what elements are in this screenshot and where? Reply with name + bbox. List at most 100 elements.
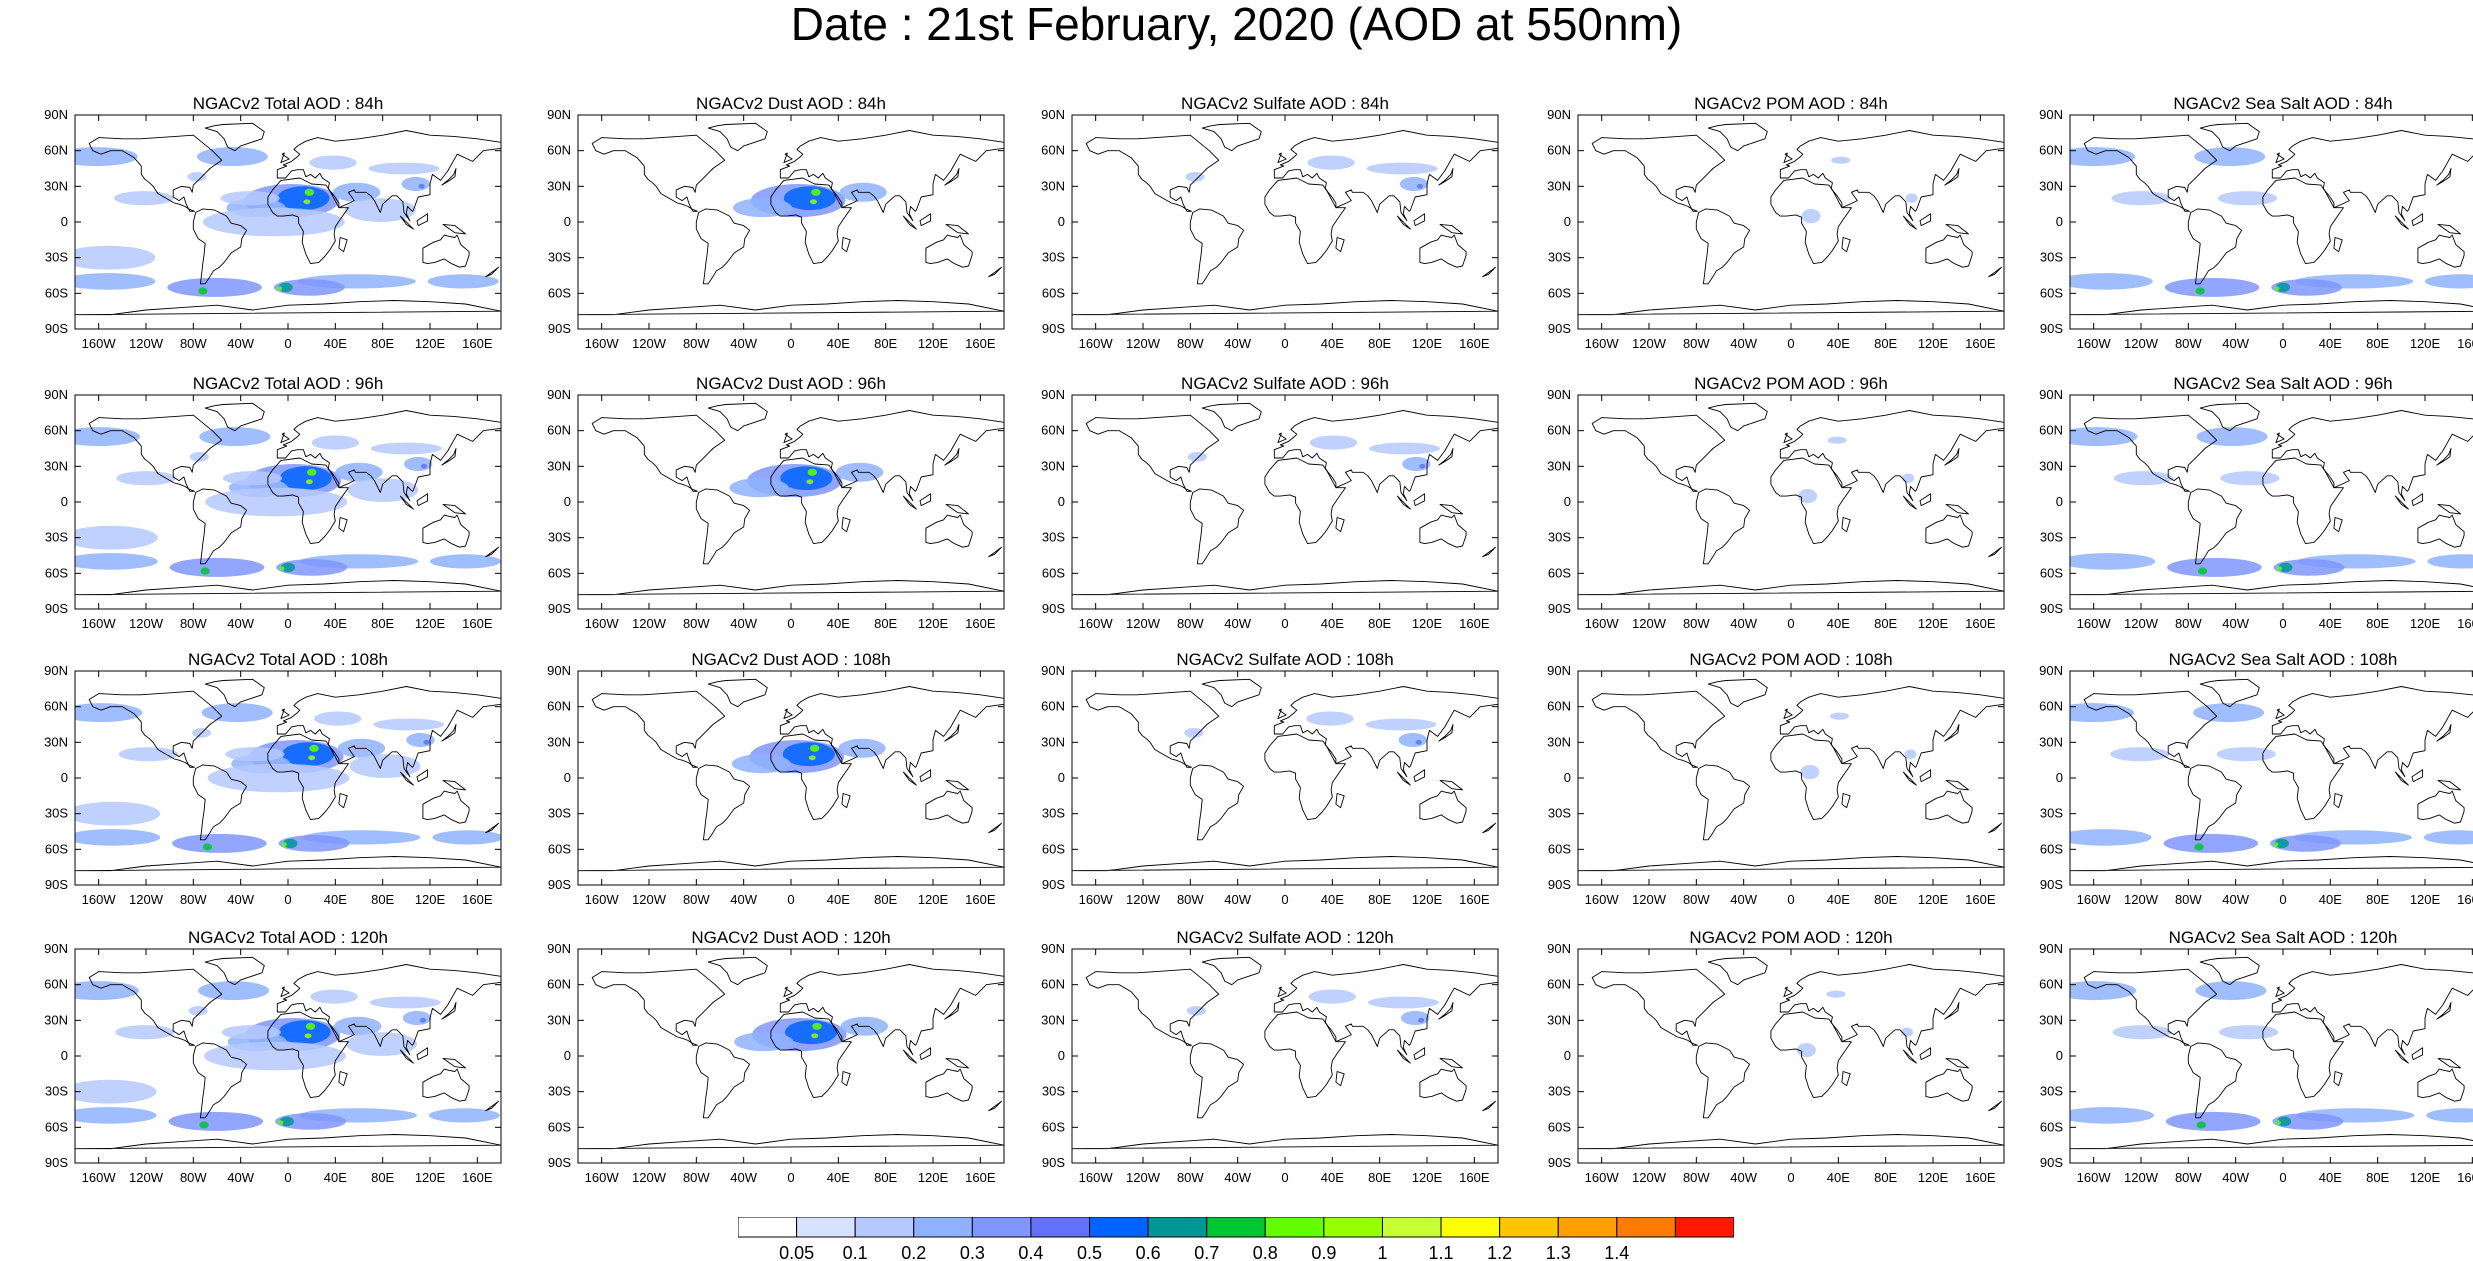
panel-pom-108h: NGACv2 POM AOD : 108h 90N 60N 30N 0 30S 60S 90S… <box>1538 649 2044 917</box>
lon-tick-label: 80E <box>1874 1170 1897 1185</box>
coastline <box>1438 724 1454 742</box>
lat-tick-label: 60N <box>2039 423 2063 438</box>
lon-tick-label: 40E <box>324 892 347 907</box>
lat-tick-label: 30N <box>44 178 68 193</box>
lon-tick-label: 120W <box>632 892 667 907</box>
colorbar-swatch <box>971 1217 1032 1238</box>
coastline <box>75 1134 501 1150</box>
coastline <box>770 177 852 265</box>
coastline <box>1988 546 2003 558</box>
aod-field <box>1578 122 2004 316</box>
lon-tick-label: 120E <box>1918 336 1949 351</box>
lat-tick-label: 90S <box>1042 877 1065 892</box>
coastline <box>695 1042 751 1119</box>
aod-plume <box>1366 162 1438 175</box>
coastline <box>2187 764 2243 841</box>
lon-tick-label: 80E <box>1874 336 1897 351</box>
coastline <box>1578 856 2004 872</box>
aod-plume <box>196 147 268 167</box>
panel-sulfate-120h: NGACv2 Sulfate AOD : 120h 90N 60N 30N 0 30S 60… <box>1032 927 1538 1195</box>
lat-tick-label: 30N <box>44 458 68 473</box>
panel-title: NGACv2 Total AOD : 84h <box>192 94 384 113</box>
aod-plume <box>75 1079 157 1104</box>
lat-tick-label: 30N <box>2039 734 2063 749</box>
panel-sulfate-96h: NGACv2 Sulfate AOD : 96h 90N 60N 30N 0 30S 60S… <box>1032 373 1538 641</box>
map-background <box>2070 115 2473 329</box>
coastline <box>591 134 726 212</box>
coastline <box>1578 580 2004 596</box>
coastline <box>1201 678 1262 708</box>
panel-dust-108h: NGACv2 Dust AOD : 108h 90N 60N 30N 0 30S 60S 90… <box>538 649 1044 917</box>
lon-tick-label: 160W <box>585 616 620 631</box>
panel-title: NGACv2 Total AOD : 120h <box>187 928 388 947</box>
coastline <box>2333 1071 2343 1087</box>
coastline <box>1189 764 1245 841</box>
aod-plume <box>2195 287 2205 295</box>
lon-tick-label: 160W <box>1585 616 1620 631</box>
aod-plume <box>2426 1108 2473 1123</box>
map-plot: 90N 60N 30N 0 30S 60S 90S 160W 120W 80W 40W 0 40E 80E… <box>1547 941 2005 1185</box>
aod-plume <box>309 744 319 752</box>
coastline <box>1707 122 1768 152</box>
aod-plume <box>1827 436 1847 444</box>
lon-tick-label: 80E <box>2366 892 2389 907</box>
lon-tick-label: 40E <box>324 616 347 631</box>
map-plot: 90N 60N 30N 0 30S 60S 90S 160W 120W 80W 40W 0 40E 80E… <box>547 941 1005 1185</box>
coastline <box>416 213 429 227</box>
map-background <box>1072 395 1498 609</box>
coastline <box>1902 215 1917 230</box>
coastline <box>1841 1071 1851 1087</box>
coastline <box>2417 1068 2465 1102</box>
lat-tick-label: 60N <box>44 143 68 158</box>
coastline <box>338 237 348 253</box>
aod-plume <box>2070 981 2137 1001</box>
coastline <box>2187 488 2243 565</box>
lon-tick-label: 80W <box>180 1170 207 1185</box>
lat-tick-label: 90S <box>2040 601 2063 616</box>
coastline <box>902 1049 917 1064</box>
coastline <box>422 514 470 548</box>
coastline <box>1783 986 1793 998</box>
coastline <box>1438 448 1454 466</box>
lat-tick-label: 30S <box>548 806 571 821</box>
colorbar-swatch <box>1616 1217 1676 1238</box>
panel-sulfate-108h: NGACv2 Sulfate AOD : 108h 90N 60N 30N 0 30S 60… <box>1032 649 1538 917</box>
coastline <box>988 1100 1003 1112</box>
aod-field <box>578 122 1004 316</box>
lon-tick-label: 0 <box>1787 1170 1794 1185</box>
coastline <box>1695 1042 1751 1119</box>
aod-plume <box>222 471 283 486</box>
aod-plume <box>2273 842 2279 847</box>
panel-title: NGACv2 Sea Salt AOD : 96h <box>2173 374 2393 393</box>
aod-plume <box>734 1032 794 1052</box>
lon-tick-label: 80W <box>1683 616 1710 631</box>
aod-plume <box>344 198 416 222</box>
lon-tick-label: 80E <box>371 892 394 907</box>
aod-plume <box>402 1010 432 1026</box>
lat-tick-label: 60S <box>1548 841 1571 856</box>
lat-tick-label: 60N <box>1547 699 1571 714</box>
lon-tick-label: 40E <box>827 336 850 351</box>
lon-tick-label: 0 <box>787 1170 794 1185</box>
lon-tick-label: 0 <box>284 892 291 907</box>
lat-tick-label: 60N <box>44 699 68 714</box>
aod-plume <box>282 742 335 767</box>
aod-plume <box>204 1041 346 1071</box>
aod-plume <box>304 188 314 196</box>
aod-plume <box>419 1017 426 1023</box>
lon-tick-label: 160W <box>82 336 117 351</box>
map-background <box>1578 115 2004 329</box>
aod-plume <box>1184 728 1204 738</box>
aod-field <box>1578 678 2004 872</box>
lat-tick-label: 90N <box>1547 387 1571 402</box>
lon-tick-label: 120W <box>2124 892 2159 907</box>
lon-tick-label: 80W <box>1683 892 1710 907</box>
coastline <box>2083 690 2218 768</box>
coastline <box>1439 503 1463 515</box>
coastline <box>925 790 973 824</box>
lon-tick-label: 120E <box>415 1170 446 1185</box>
panel-dust-84h: NGACv2 Dust AOD : 84h 90N 60N 30N 0 30S 60S 90S… <box>538 93 1044 361</box>
aod-plume <box>2194 147 2266 167</box>
lat-tick-label: 90S <box>1548 321 1571 336</box>
colorbar-swatch <box>1264 1217 1325 1238</box>
